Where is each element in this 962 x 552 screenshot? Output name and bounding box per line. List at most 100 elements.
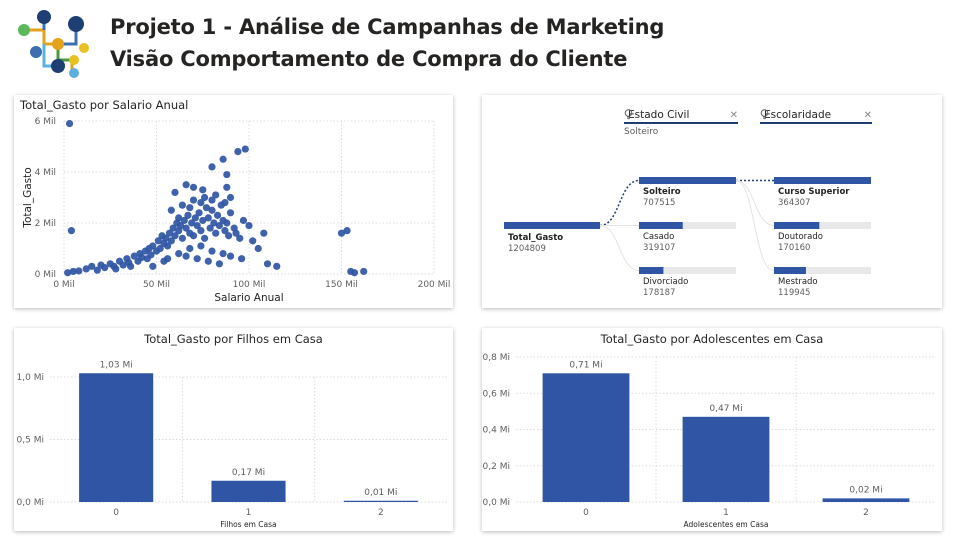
- node-value: 319107: [643, 243, 675, 253]
- scatter-point: [88, 262, 96, 270]
- scatter-point: [223, 170, 231, 179]
- scatter-point: [147, 251, 155, 259]
- scatter-point: [215, 260, 223, 268]
- scatter-chart[interactable]: Total_Gasto por Salario Anual 0 Mil 2 Mil 4…: [14, 95, 453, 308]
- scatter-point: [182, 181, 190, 189]
- scatter-point: [223, 219, 231, 227]
- filter-escolaridade[interactable]: Escolaridade ✕: [760, 109, 872, 124]
- chart-title: Total_Gasto por Adolescentes em Casa: [600, 332, 824, 346]
- scatter-point: [204, 214, 212, 222]
- bar-chart-adolescentes[interactable]: Total_Gasto por Adolescentes em Casa 0,0 …: [482, 328, 942, 531]
- root-value: 1204809: [508, 244, 546, 254]
- y-tick-label: 0,8 Mi: [483, 353, 510, 363]
- scatter-point: [193, 255, 201, 263]
- node-label: Divorciado: [643, 277, 688, 287]
- decomposition-tree-card[interactable]: Estado Civil ✕ Solteiro Escolaridade ✕ T…: [482, 95, 942, 308]
- scatter-point: [130, 252, 138, 260]
- scatter-point: [75, 267, 83, 275]
- scatter-point: [201, 234, 209, 242]
- scatter-point: [212, 229, 220, 237]
- scatter-point: [232, 229, 240, 237]
- node-value: 707515: [643, 198, 675, 208]
- close-icon[interactable]: ✕: [863, 109, 872, 121]
- scatter-point: [65, 119, 74, 128]
- bar-chart-filhos[interactable]: Total_Gasto por Filhos em Casa 0,0 Mi 0,5 …: [14, 328, 453, 531]
- chart-title: Total_Gasto por Salario Anual: [19, 98, 188, 112]
- scatter-point: [219, 250, 227, 258]
- scatter-point: [138, 253, 146, 262]
- scatter-point: [69, 267, 77, 276]
- scatter-point: [67, 227, 75, 235]
- scatter-point: [101, 264, 109, 272]
- scatter-point: [219, 155, 227, 163]
- scatter-point: [160, 257, 168, 265]
- scatter-card[interactable]: Total_Gasto por Salario Anual 0 Mil 2 Mil 4…: [14, 95, 453, 308]
- scatter-point: [254, 244, 262, 253]
- node-label: Mestrado: [778, 277, 818, 287]
- scatter-point: [156, 244, 164, 253]
- scatter-point: [201, 193, 209, 202]
- scatter-point: [186, 244, 194, 253]
- bar-card-adolescentes[interactable]: Total_Gasto por Adolescentes em Casa 0,0 …: [482, 328, 942, 531]
- scatter-point: [182, 224, 190, 232]
- node-value: 119945: [778, 288, 810, 298]
- data-label: 0,71 Mi: [569, 360, 602, 370]
- x-tick-label: 0: [113, 508, 119, 518]
- x-tick-label: 1: [246, 508, 252, 518]
- node-value: 170160: [778, 243, 810, 253]
- scatter-point: [208, 196, 216, 204]
- close-icon[interactable]: ✕: [729, 109, 738, 121]
- scatter-point: [197, 242, 205, 250]
- scatter-point: [189, 196, 198, 204]
- x-tick-label: 50 Mil: [143, 280, 170, 290]
- scatter-point: [167, 237, 175, 245]
- scatter-point: [202, 204, 211, 212]
- x-tick-label: 150 Mil: [325, 280, 358, 290]
- scatter-point: [236, 234, 244, 242]
- scatter-point: [273, 262, 281, 270]
- scatter-point: [180, 216, 188, 225]
- node-label: Curso Superior: [778, 187, 850, 197]
- scatter-point: [189, 183, 198, 191]
- scatter-point: [164, 242, 172, 250]
- scatter-point: [154, 237, 162, 245]
- y-tick-label: 6 Mil: [35, 117, 56, 127]
- bar: [211, 480, 286, 502]
- scatter-point: [249, 237, 257, 245]
- y-tick-label: 0,6 Mi: [483, 389, 510, 399]
- y-axis-label: Total_Gasto: [22, 167, 34, 228]
- scatter-point: [184, 211, 192, 219]
- scatter-point: [221, 199, 229, 207]
- scatter-point: [197, 199, 205, 207]
- scatter-point: [197, 227, 205, 235]
- bar-card-filhos[interactable]: Total_Gasto por Filhos em Casa 0,0 Mi 0,5 …: [14, 328, 453, 531]
- x-tick-label: 2: [863, 508, 869, 518]
- scatter-point: [223, 183, 231, 191]
- y-tick-label: 0,4 Mi: [483, 426, 510, 436]
- scatter-point: [360, 267, 368, 276]
- scatter-point: [149, 242, 157, 250]
- data-label: 0,01 Mi: [364, 488, 397, 498]
- scatter-point: [93, 266, 101, 274]
- scatter-point: [199, 216, 207, 225]
- scatter-point: [195, 209, 203, 217]
- y-tick-label: 4 Mil: [35, 168, 56, 178]
- scatter-point: [182, 252, 190, 260]
- bar: [639, 267, 664, 274]
- scatter-point: [226, 193, 235, 202]
- scatter-point: [149, 262, 157, 270]
- data-label: 0,17 Mi: [232, 468, 265, 478]
- decomposition-tree[interactable]: Total_Gasto1204809Solteiro707515Casado31…: [482, 95, 942, 308]
- connector: [735, 180, 775, 226]
- x-tick-label: 2: [378, 508, 384, 518]
- node-label: Solteiro: [643, 187, 681, 197]
- x-axis-label: Salario Anual: [214, 292, 283, 304]
- node-value: 178187: [643, 288, 675, 298]
- x-tick-label: 0 Mil: [53, 280, 74, 290]
- bar: [639, 222, 683, 229]
- network-nodes-logo-icon: [18, 10, 89, 78]
- scatter-point: [82, 265, 90, 273]
- page-subtitle: Visão Comportamento de Compra do Cliente: [110, 47, 628, 71]
- y-tick-label: 0,5 Mi: [17, 436, 44, 446]
- filter-estado-civil[interactable]: Estado Civil ✕ Solteiro: [624, 109, 738, 137]
